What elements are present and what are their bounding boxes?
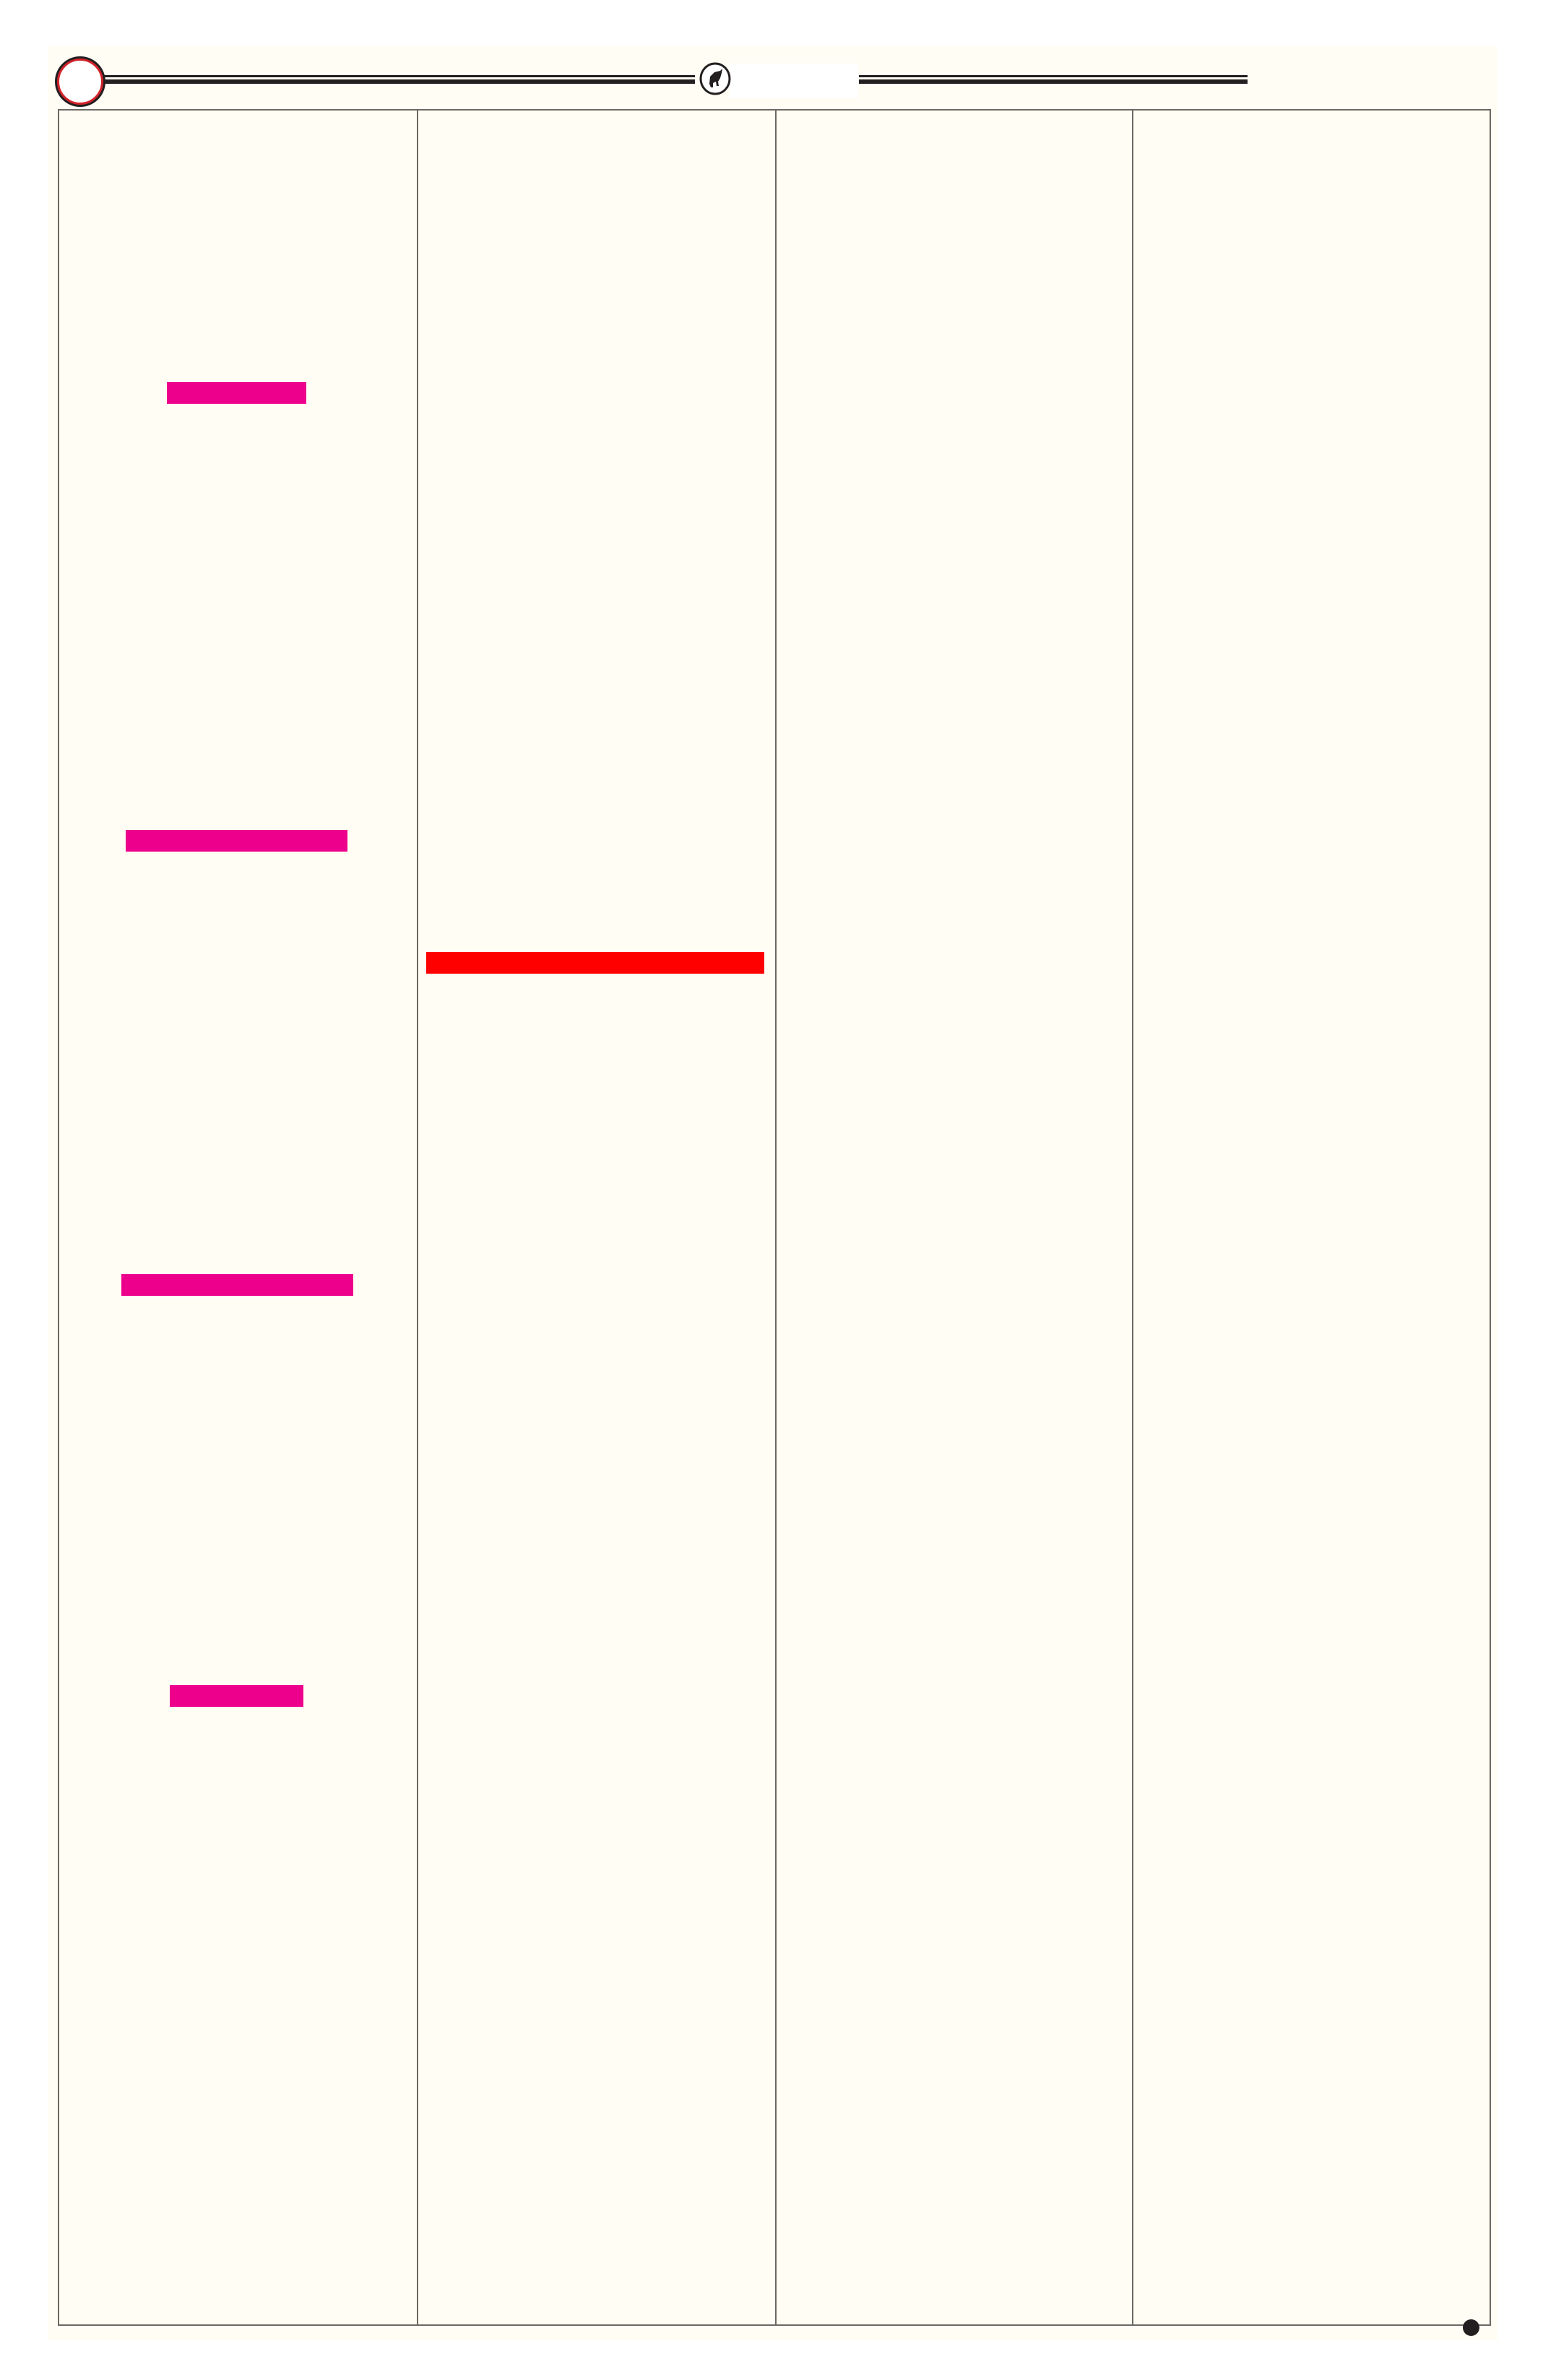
column-divider	[1132, 109, 1133, 2324]
highlight-bar	[167, 382, 306, 404]
header-rule-left-thick	[101, 79, 695, 84]
highlight-bar	[121, 1274, 353, 1296]
column-divider	[417, 109, 418, 2324]
column-divider	[775, 109, 777, 2324]
bull-emblem-icon	[699, 62, 731, 95]
highlight-bar	[170, 1685, 303, 1707]
column-frame	[58, 109, 1491, 2326]
highlight-bar-red	[426, 952, 764, 974]
header-rule-right-thick	[859, 79, 1248, 84]
header-rule-right-thin	[859, 75, 1248, 77]
emblem-background	[730, 64, 858, 98]
header-rule-left-thin	[101, 75, 695, 77]
highlight-bar	[126, 830, 347, 852]
page-number-ring-icon	[57, 59, 103, 105]
corner-dot-icon	[1463, 2319, 1479, 2336]
page-panel	[48, 46, 1497, 2340]
